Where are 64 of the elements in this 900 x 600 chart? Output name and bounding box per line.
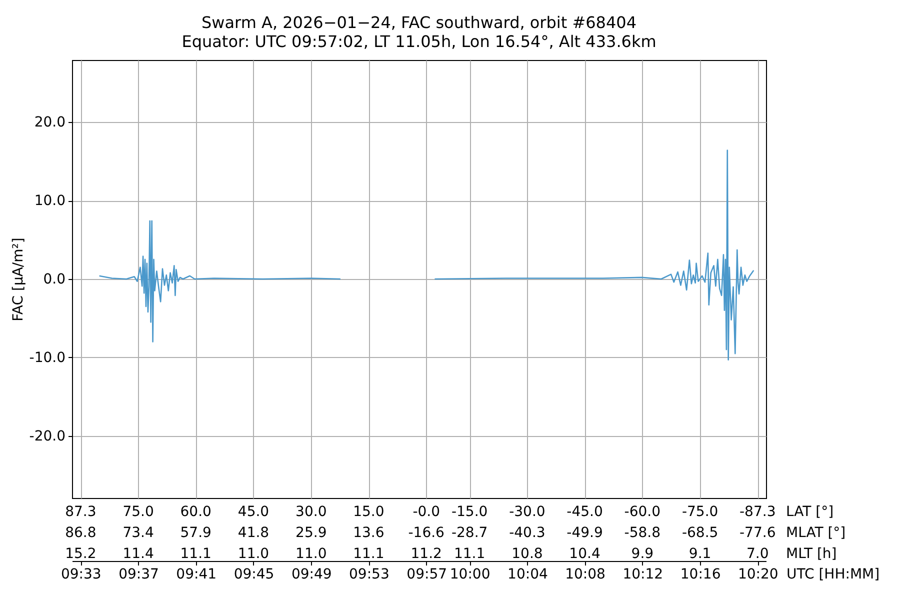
x-tick-label: 10:04 bbox=[508, 566, 548, 582]
text: -49.9 bbox=[566, 525, 603, 541]
text: -68.5 bbox=[682, 525, 718, 541]
text: 15.2 bbox=[65, 546, 96, 562]
text: -15.0 bbox=[451, 504, 488, 520]
y-tick-label: -20.0 bbox=[29, 428, 66, 444]
text: 87.3 bbox=[65, 504, 96, 520]
text: 11.2 bbox=[410, 546, 442, 562]
y-tick-label: -10.0 bbox=[29, 350, 66, 366]
text: 9.1 bbox=[688, 546, 712, 562]
x-tick-label: 10:12 bbox=[622, 566, 664, 582]
x-axis-title: UTC [HH:MM] bbox=[786, 566, 880, 582]
text: 30.0 bbox=[296, 504, 327, 520]
text: 45.0 bbox=[238, 504, 270, 520]
text: -87.3 bbox=[740, 504, 776, 520]
x-tick-label: 10:16 bbox=[680, 566, 721, 582]
text: MLT [h] bbox=[786, 546, 837, 562]
text: 13.6 bbox=[353, 525, 384, 541]
text: 11.1 bbox=[180, 546, 212, 562]
y-tick-label: 10.0 bbox=[34, 193, 66, 210]
text: 11.1 bbox=[353, 546, 384, 562]
text: -58.8 bbox=[624, 525, 661, 541]
text: -28.7 bbox=[451, 525, 488, 541]
text: 57.9 bbox=[180, 525, 212, 541]
text: MLAT [°] bbox=[786, 525, 846, 541]
text: -45.0 bbox=[566, 504, 603, 520]
x-tick-label: 09:33 bbox=[60, 566, 102, 582]
y-tick-label: 20.0 bbox=[34, 114, 66, 131]
chart-subtitle: Equator: UTC 09:57:02, LT 11.05h, Lon 16.54°, Alt 433.6km bbox=[182, 32, 656, 51]
text: 11.1 bbox=[454, 546, 486, 562]
text: 75.0 bbox=[122, 504, 154, 520]
text: 25.9 bbox=[296, 525, 327, 541]
text: 7.0 bbox=[746, 546, 769, 562]
text: -16.6 bbox=[408, 525, 445, 541]
text: 11.0 bbox=[296, 546, 327, 562]
x-tick-label: 09:49 bbox=[291, 566, 332, 582]
text: 9.9 bbox=[631, 546, 654, 562]
chart-title: Swarm A, 2026−01−24, FAC southward, orbit #68404 bbox=[201, 13, 637, 32]
text: -0.0 bbox=[412, 504, 440, 520]
text: 41.8 bbox=[238, 525, 270, 541]
x-tick-label: 09:53 bbox=[349, 566, 390, 582]
text: -60.0 bbox=[624, 504, 661, 520]
x-tick-label: 10:00 bbox=[450, 566, 490, 582]
text: 11.4 bbox=[122, 546, 154, 562]
text: -75.0 bbox=[682, 504, 718, 520]
text: LAT [°] bbox=[786, 504, 834, 520]
x-tick-label: 09:37 bbox=[118, 566, 159, 582]
text: 10.4 bbox=[569, 546, 600, 562]
text: 10.8 bbox=[512, 546, 543, 562]
text: 11.0 bbox=[238, 546, 270, 562]
y-tick-label: 0.0 bbox=[43, 272, 66, 288]
text: -40.3 bbox=[509, 525, 546, 541]
x-tick-label: 09:41 bbox=[176, 566, 217, 582]
x-tick-label: 10:08 bbox=[565, 566, 606, 582]
text: 60.0 bbox=[180, 504, 212, 520]
text: 73.4 bbox=[122, 525, 154, 541]
x-tick-label: 10:20 bbox=[738, 566, 778, 582]
x-tick-label: 09:57 bbox=[406, 566, 448, 582]
x-tick-label: 09:45 bbox=[234, 566, 274, 582]
text: -77.6 bbox=[740, 525, 776, 541]
text: 86.8 bbox=[65, 525, 96, 541]
text: -30.0 bbox=[509, 504, 546, 520]
y-axis-title: FAC [µA/m²] bbox=[10, 238, 26, 322]
text: 15.0 bbox=[353, 504, 384, 520]
